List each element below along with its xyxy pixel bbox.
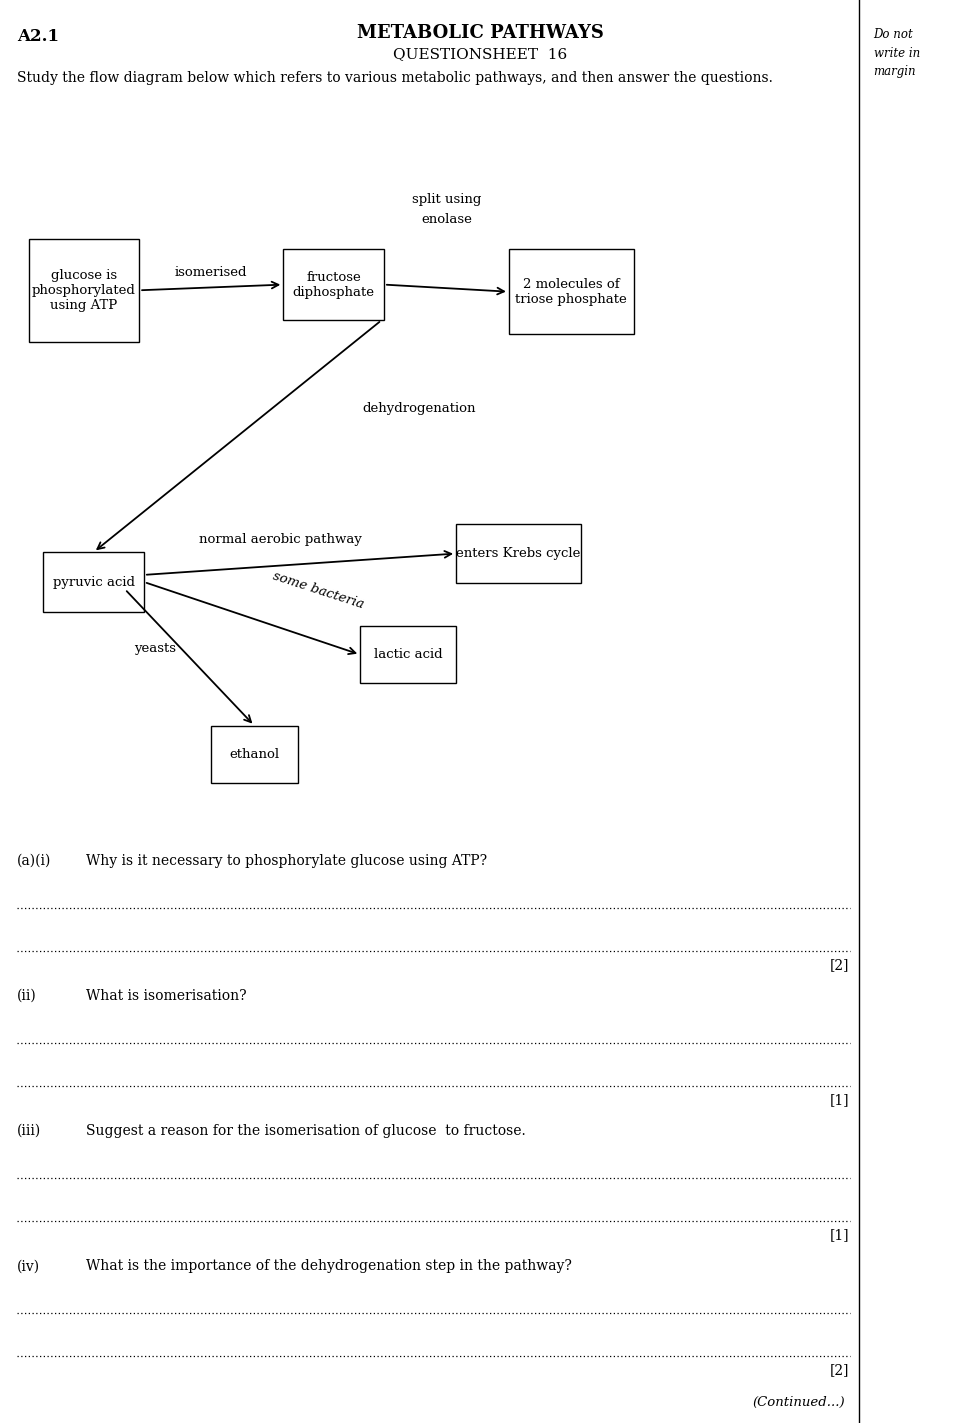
Text: enolase: enolase [421, 213, 471, 226]
Text: Suggest a reason for the isomerisation of glucose  to fructose.: Suggest a reason for the isomerisation o… [86, 1124, 526, 1138]
Text: dehydrogenation: dehydrogenation [362, 401, 476, 416]
Text: METABOLIC PATHWAYS: METABOLIC PATHWAYS [356, 24, 604, 43]
Text: split using: split using [412, 194, 481, 206]
FancyBboxPatch shape [456, 524, 581, 583]
FancyBboxPatch shape [43, 552, 144, 612]
Text: lactic acid: lactic acid [373, 647, 443, 662]
Text: (iv): (iv) [17, 1259, 40, 1274]
Text: [2]: [2] [830, 1363, 850, 1377]
Text: glucose is
phosphorylated
using ATP: glucose is phosphorylated using ATP [32, 269, 136, 312]
Text: [2]: [2] [830, 958, 850, 972]
Text: Why is it necessary to phosphorylate glucose using ATP?: Why is it necessary to phosphorylate glu… [86, 854, 488, 868]
Text: pyruvic acid: pyruvic acid [53, 575, 134, 589]
FancyBboxPatch shape [211, 726, 298, 783]
Text: [1]: [1] [830, 1093, 850, 1107]
Text: (iii): (iii) [17, 1124, 41, 1138]
Text: ethanol: ethanol [229, 747, 279, 761]
Text: A2.1: A2.1 [17, 28, 60, 46]
FancyBboxPatch shape [509, 249, 634, 334]
Text: (a)(i): (a)(i) [17, 854, 52, 868]
Text: [1]: [1] [830, 1228, 850, 1242]
Text: Study the flow diagram below which refers to various metabolic pathways, and the: Study the flow diagram below which refer… [17, 71, 773, 85]
Text: margin: margin [874, 65, 916, 78]
Text: write in: write in [874, 47, 920, 60]
Text: (Continued...): (Continued...) [753, 1396, 845, 1409]
Text: Do not: Do not [874, 28, 913, 41]
FancyBboxPatch shape [29, 239, 139, 342]
Text: What is the importance of the dehydrogenation step in the pathway?: What is the importance of the dehydrogen… [86, 1259, 572, 1274]
Text: enters Krebs cycle: enters Krebs cycle [456, 546, 581, 561]
Text: normal aerobic pathway: normal aerobic pathway [200, 534, 362, 546]
Text: fructose
diphosphate: fructose diphosphate [293, 270, 374, 299]
FancyBboxPatch shape [283, 249, 384, 320]
FancyBboxPatch shape [360, 626, 456, 683]
Text: What is isomerisation?: What is isomerisation? [86, 989, 247, 1003]
Text: QUESTIONSHEET  16: QUESTIONSHEET 16 [393, 47, 567, 61]
Text: (ii): (ii) [17, 989, 37, 1003]
Text: 2 molecules of
triose phosphate: 2 molecules of triose phosphate [516, 277, 627, 306]
Text: isomerised: isomerised [175, 266, 248, 279]
Text: some bacteria: some bacteria [272, 569, 366, 612]
Text: yeasts: yeasts [134, 642, 177, 655]
